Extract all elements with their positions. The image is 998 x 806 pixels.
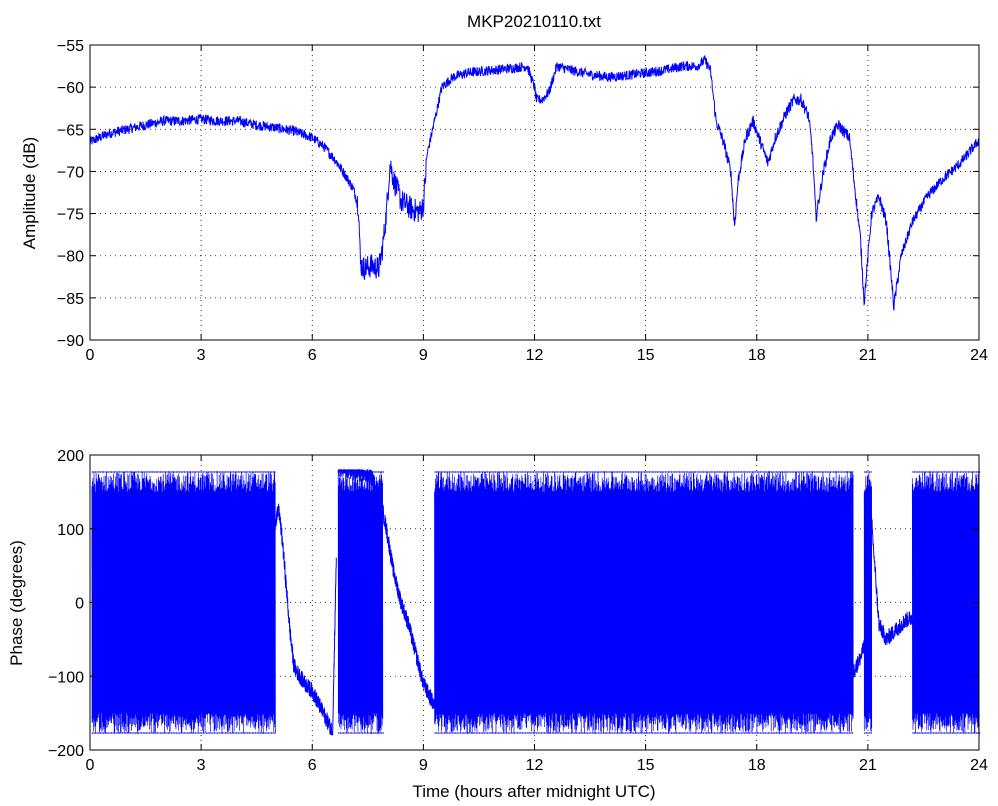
phase-ticks: 0 3 6 9 12 15 18 21 24 −200 −100 0 100 200 <box>48 448 988 774</box>
x-tick-label: 0 <box>86 347 95 364</box>
phase-wrapped-band <box>337 471 384 734</box>
x-tick-label: 24 <box>970 347 988 364</box>
x-tick-label: 6 <box>308 347 317 364</box>
y-tick-label: −90 <box>57 333 84 350</box>
y-tick-label: −75 <box>57 207 84 224</box>
phase-wrapped-band <box>863 472 873 733</box>
phase-boundary-dots <box>434 471 854 734</box>
x-tick-label: 15 <box>637 347 655 364</box>
y-tick-label: −85 <box>57 291 84 308</box>
phase-y-axis-label: Phase (degrees) <box>7 540 26 666</box>
phase-wrapped-band <box>911 471 980 734</box>
x-tick-label: 3 <box>197 757 206 774</box>
x-tick-label: 12 <box>526 347 544 364</box>
y-tick-label: −65 <box>57 122 84 139</box>
x-tick-label: 18 <box>748 757 766 774</box>
amplitude-series <box>89 55 980 311</box>
x-tick-label: 3 <box>197 347 206 364</box>
amplitude-line <box>89 55 980 311</box>
x-tick-label: 6 <box>308 757 317 774</box>
amplitude-y-axis-label: Amplitude (dB) <box>20 137 39 249</box>
y-tick-label: −70 <box>57 164 84 181</box>
y-tick-label: −60 <box>57 80 84 97</box>
amplitude-gridlines <box>90 45 979 340</box>
y-tick-label: −80 <box>57 249 84 266</box>
x-tick-label: 9 <box>419 757 428 774</box>
phase-wrapped-band <box>434 471 854 734</box>
y-tick-label: −55 <box>57 38 84 55</box>
x-tick-label: 0 <box>86 757 95 774</box>
x-tick-label: 18 <box>748 347 766 364</box>
phase-boundary-dots <box>912 471 981 734</box>
phase-wrapped-band <box>91 471 276 734</box>
x-tick-label: 21 <box>859 347 877 364</box>
phase-boundary-dots <box>864 471 872 734</box>
amplitude-ticks: 0 3 6 9 12 15 18 21 24 −90 −85 −80 −75 −70 −65 −60 −55 <box>57 38 988 364</box>
y-tick-label: −200 <box>48 743 84 760</box>
phase-plot: 0 3 6 9 12 15 18 21 24 −200 −100 0 100 200 Phase (deg… <box>7 448 988 801</box>
x-tick-label: 15 <box>637 757 655 774</box>
y-tick-label: −100 <box>48 669 84 686</box>
phase-series <box>91 468 981 736</box>
phase-x-axis-label: Time (hours after midnight UTC) <box>412 782 655 801</box>
y-tick-label: 200 <box>57 448 84 465</box>
phase-line <box>274 468 913 736</box>
x-tick-label: 21 <box>859 757 877 774</box>
amplitude-plot: 0 3 6 9 12 15 18 21 24 −90 −85 −80 −75 −70 −65 −60 −55 A… <box>20 38 988 364</box>
y-tick-label: 0 <box>75 596 84 613</box>
x-tick-label: 9 <box>419 347 428 364</box>
phase-boundary-dots <box>91 471 276 734</box>
x-tick-label: 12 <box>526 757 544 774</box>
y-tick-label: 100 <box>57 522 84 539</box>
x-tick-label: 24 <box>970 757 988 774</box>
chart-title: MKP20210110.txt <box>467 12 601 31</box>
